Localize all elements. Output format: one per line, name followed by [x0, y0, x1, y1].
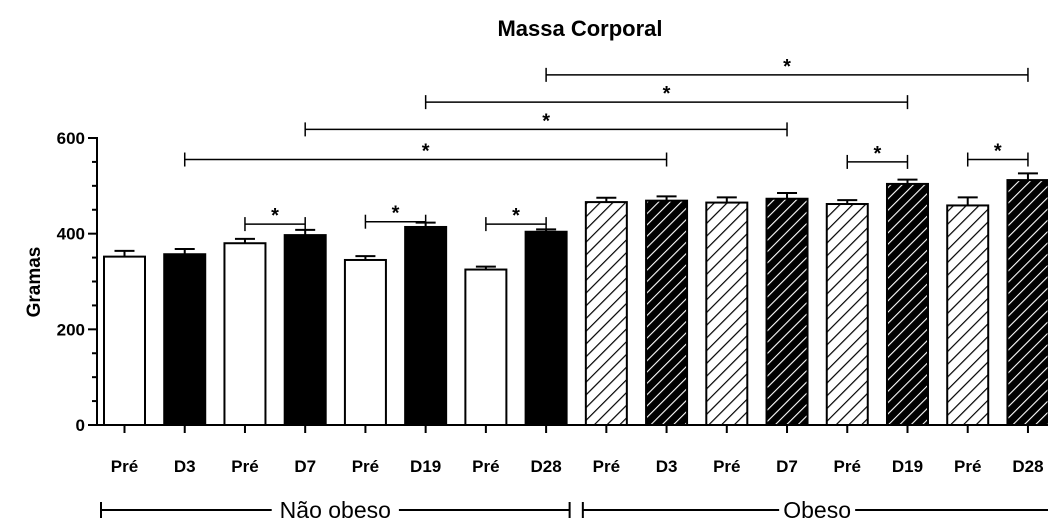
- x-tick-label: D19: [892, 457, 923, 476]
- x-tick-label: D3: [174, 457, 196, 476]
- y-tick-label: 0: [76, 416, 85, 435]
- bar: [825, 203, 869, 426]
- x-tick-label: D19: [410, 457, 441, 476]
- significance-star: *: [994, 141, 1002, 163]
- significance-star: *: [873, 143, 881, 165]
- x-tick-label: D7: [776, 457, 798, 476]
- x-tick-label: D28: [531, 457, 562, 476]
- x-tick-label: Pré: [352, 457, 379, 476]
- significance-star: *: [392, 203, 400, 225]
- bar: [645, 199, 689, 426]
- significance-star: *: [663, 83, 671, 105]
- significance-star: *: [783, 56, 791, 78]
- group-label: Obeso: [783, 497, 851, 523]
- x-tick-label: D28: [1012, 457, 1043, 476]
- significance-star: *: [422, 141, 430, 163]
- bar: [885, 182, 929, 426]
- x-tick-label: Pré: [834, 457, 861, 476]
- bar: [946, 204, 990, 426]
- bar: [524, 230, 568, 426]
- x-tick-label: Pré: [713, 457, 740, 476]
- x-tick-label: Pré: [954, 457, 981, 476]
- bar: [404, 225, 448, 426]
- bar: [163, 253, 207, 426]
- y-tick-label: 400: [57, 225, 85, 244]
- x-tick-label: Pré: [472, 457, 499, 476]
- x-tick-label: D7: [294, 457, 316, 476]
- group-label: Não obeso: [280, 497, 391, 523]
- group-brackets: Não obeso Obeso: [100, 497, 1048, 523]
- bar: [584, 201, 628, 426]
- bars: [103, 179, 1048, 427]
- x-tick-labels: Pré D3 Pré D7 Pré D19 Pré D28 Pré D3 Pré D7 Pré D19 Pr…: [111, 457, 1044, 476]
- x-tick-label: Pré: [231, 457, 258, 476]
- bar: [765, 197, 809, 426]
- bar: [343, 258, 387, 426]
- bar: [464, 268, 508, 426]
- x-tick-label: Pré: [593, 457, 620, 476]
- x-tick-label: D3: [656, 457, 678, 476]
- bar: [705, 201, 749, 426]
- x-tick-label: Pré: [111, 457, 138, 476]
- significance-brackets: * * * * * * * * *: [183, 56, 1029, 232]
- significance-star: *: [542, 110, 550, 132]
- y-tick-label: 600: [57, 129, 85, 148]
- y-tick-label: 200: [57, 320, 85, 339]
- significance-star: *: [271, 205, 279, 227]
- significance-star: *: [512, 205, 520, 227]
- bar: [283, 234, 327, 426]
- chart-title: Massa Corporal: [497, 16, 662, 41]
- y-axis-label: Gramas: [24, 247, 45, 318]
- bar: [223, 242, 267, 426]
- bar: [103, 255, 146, 427]
- bar: [1006, 179, 1048, 426]
